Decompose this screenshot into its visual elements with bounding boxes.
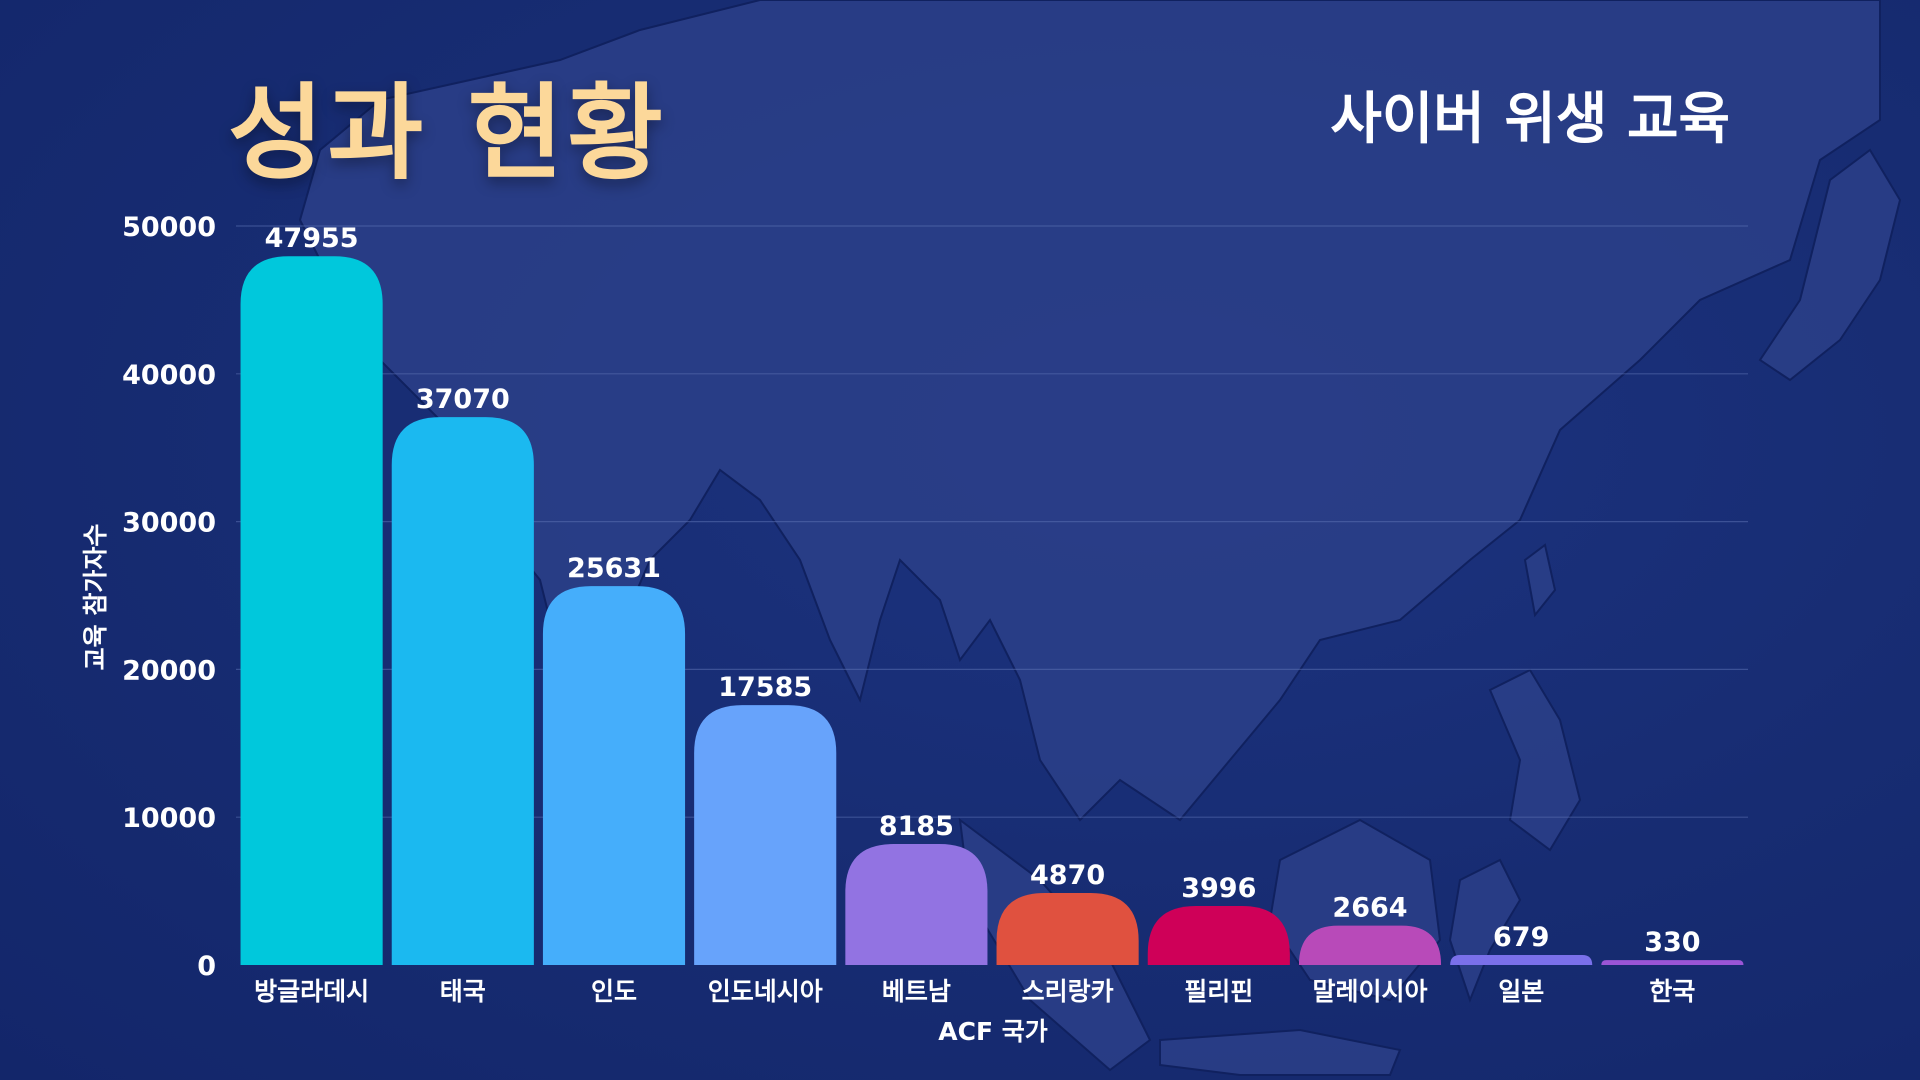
- category-labels: 방글라데시 태국 인도 인도네시아 베트남 스리랑카 필리핀 말레이시아 일본 한국: [254, 977, 1695, 1006]
- bar-5: [845, 844, 988, 965]
- map-landmass-philippines: [1488, 668, 1582, 852]
- category-label: 필리핀: [1184, 977, 1253, 1006]
- category-label: 태국: [440, 977, 486, 1006]
- category-label: 인도: [591, 977, 637, 1006]
- category-label: 말레이시아: [1312, 977, 1427, 1006]
- value-label: 4870: [1030, 860, 1105, 891]
- value-label: 47955: [265, 223, 359, 254]
- map-landmass-taiwan: [1523, 543, 1557, 618]
- bar-7: [1147, 905, 1290, 965]
- map-landmass-japan: [1758, 148, 1902, 382]
- value-label: 17585: [718, 672, 812, 703]
- value-label: 330: [1644, 927, 1700, 958]
- y-axis-ticks: 0 10000 20000 30000 40000 50000: [122, 212, 216, 982]
- category-label: 방글라데시: [254, 977, 369, 1006]
- category-label: 일본: [1498, 977, 1544, 1006]
- value-label: 25631: [567, 553, 661, 584]
- category-label: 한국: [1649, 977, 1695, 1006]
- value-label: 37070: [416, 384, 510, 415]
- map-landmass-java: [1159, 1028, 1402, 1076]
- page-subtitle: 사이버 위생 교육: [1330, 87, 1730, 152]
- bar-9: [1450, 954, 1593, 965]
- bar-4: [694, 705, 837, 965]
- page-title: 성과 현황: [228, 72, 667, 194]
- bar-2: [391, 417, 534, 965]
- category-label: 베트남: [882, 977, 951, 1006]
- y-tick-label: 0: [197, 951, 216, 982]
- value-label: 679: [1493, 922, 1549, 953]
- value-label: 2664: [1332, 893, 1407, 924]
- bar-8: [1298, 925, 1442, 965]
- bar-3: [542, 586, 686, 965]
- y-tick-label: 40000: [122, 360, 216, 391]
- y-tick-label: 30000: [122, 508, 216, 539]
- x-axis-title: ACF 국가: [938, 1017, 1047, 1046]
- category-label: 스리랑카: [1022, 977, 1114, 1006]
- category-label: 인도네시아: [708, 977, 823, 1006]
- bar-10: [1601, 960, 1744, 965]
- value-label: 3996: [1181, 873, 1256, 904]
- value-labels: 47955 37070 25631 17585 8185 4870 3996 2664 679 3…: [265, 223, 1701, 958]
- y-tick-label: 50000: [122, 212, 216, 243]
- bar-1: [240, 256, 383, 965]
- bars: [240, 256, 1744, 965]
- bar-6: [996, 893, 1139, 965]
- y-tick-label: 10000: [122, 803, 216, 834]
- value-label: 8185: [879, 811, 954, 842]
- y-axis-title: 교육 참가자수: [81, 524, 110, 671]
- y-tick-label: 20000: [122, 655, 216, 686]
